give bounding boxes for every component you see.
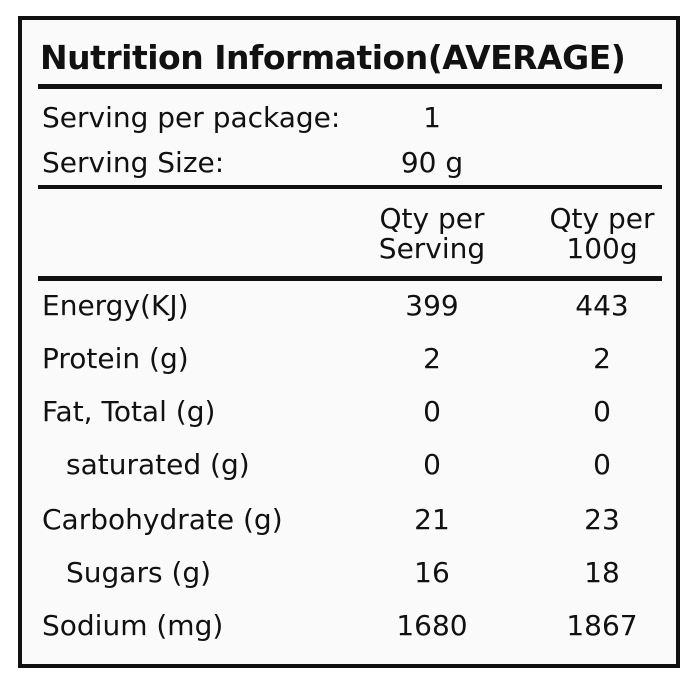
row-per-serving: 2: [423, 342, 441, 375]
title-divider: [38, 84, 662, 89]
row-per-100g: 18: [584, 556, 620, 589]
row-per-100g: 2: [593, 342, 611, 375]
column-header-per-serving-line2: Serving: [378, 232, 486, 266]
column-header-per-serving: Qty per Serving: [377, 202, 487, 266]
row-per-100g: 0: [593, 395, 611, 428]
column-header-per-100g-line2: 100g: [566, 232, 638, 266]
row-label: Carbohydrate (g): [42, 503, 283, 536]
panel-title: Nutrition Information(AVERAGE): [40, 38, 626, 77]
serving-divider: [38, 185, 662, 189]
column-header-per-serving-line1: Qty per: [379, 202, 485, 235]
row-per-serving: 21: [414, 503, 450, 536]
row-label: Protein (g): [42, 342, 189, 375]
row-per-serving: 16: [414, 556, 450, 589]
row-per-serving: 1680: [396, 609, 468, 642]
row-label: saturated (g): [66, 448, 250, 481]
header-divider: [38, 276, 662, 281]
row-per-100g: 1867: [566, 609, 638, 642]
column-header-per-100g: Qty per 100g: [547, 202, 657, 266]
row-per-serving: 0: [423, 395, 441, 428]
column-header-per-100g-line1: Qty per: [549, 202, 655, 235]
serving-per-package-label: Serving per package:: [42, 101, 341, 134]
row-per-100g: 0: [593, 448, 611, 481]
serving-per-package-value: 1: [423, 101, 441, 134]
row-per-100g: 23: [584, 503, 620, 536]
serving-size-label: Serving Size:: [42, 146, 225, 179]
serving-size-value: 90 g: [400, 146, 464, 179]
row-label: Sugars (g): [66, 556, 212, 589]
row-per-100g: 443: [575, 289, 629, 322]
row-per-serving: 399: [405, 289, 459, 322]
row-label: Fat, Total (g): [42, 395, 216, 428]
row-label: Energy(KJ): [42, 289, 189, 322]
row-per-serving: 0: [423, 448, 441, 481]
nutrition-panel: Nutrition Information(AVERAGE) Serving p…: [18, 16, 680, 668]
row-label: Sodium (mg): [42, 609, 224, 642]
